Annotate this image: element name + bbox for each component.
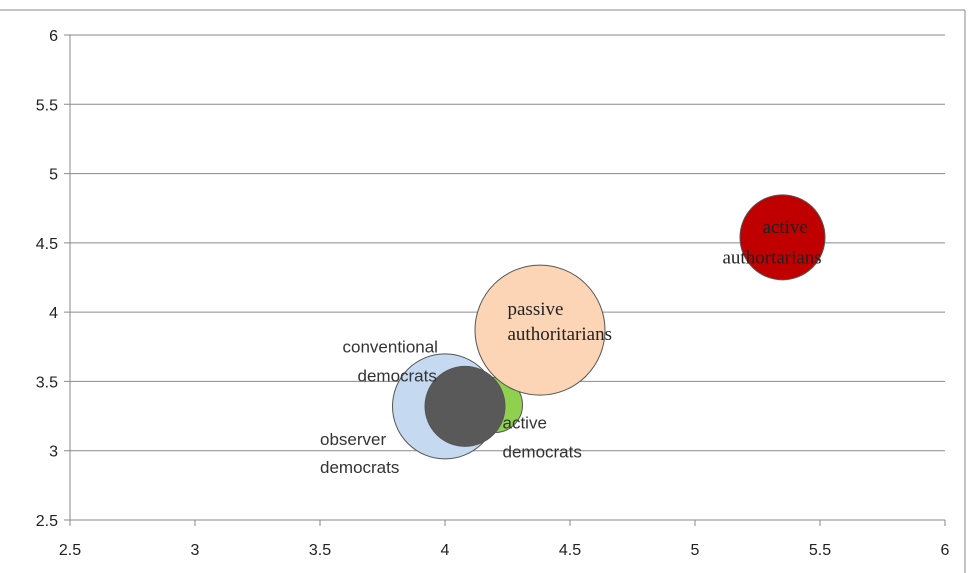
x-tick-label: 4.5 [559,542,581,559]
bubble-label-conventional-democrats-line-2: democrats [358,366,437,385]
bubble-label-active-authoritarians-line-1: active [763,217,808,238]
x-tick-label: 3 [191,542,200,559]
x-tick-label: 2.5 [59,542,81,559]
bubble-active-authoritarians [739,194,826,281]
x-tick-label: 4 [441,542,450,559]
y-tick-label: 3.5 [36,374,58,391]
bubble-label-observer-democrats-line-1: observer [320,430,386,449]
bubble-label-active-democrats-line-2: democrats [503,443,582,462]
y-tick-label: 6 [49,28,58,45]
bubble-label-active-authoritarians-line-2: authortarians [723,248,822,269]
y-tick-label: 3 [49,444,58,461]
x-tick-label: 5.5 [809,542,831,559]
y-tick-label: 4.5 [36,236,58,253]
bubble-passive-authoritarians [474,264,606,396]
bubble-label-active-democrats-line-1: active [503,414,547,433]
y-tick-label: 5.5 [36,97,58,114]
y-tick-label: 4 [49,305,58,322]
bubble-observer-democrats [424,365,506,447]
x-tick-label: 5 [691,542,700,559]
y-tick-label: 2.5 [36,513,58,530]
bubble-label-observer-democrats-line-2: democrats [320,458,399,477]
bubble-label-conventional-democrats-line-1: conventional [343,337,438,356]
bubble-label-passive-authoritarians-line-1: passive [508,299,564,320]
x-tick-label: 6 [941,542,950,559]
bubble-label-passive-authoritarians-line-2: authoritarians [508,324,612,345]
y-tick-label: 5 [49,167,58,184]
x-tick-label: 3.5 [309,542,331,559]
